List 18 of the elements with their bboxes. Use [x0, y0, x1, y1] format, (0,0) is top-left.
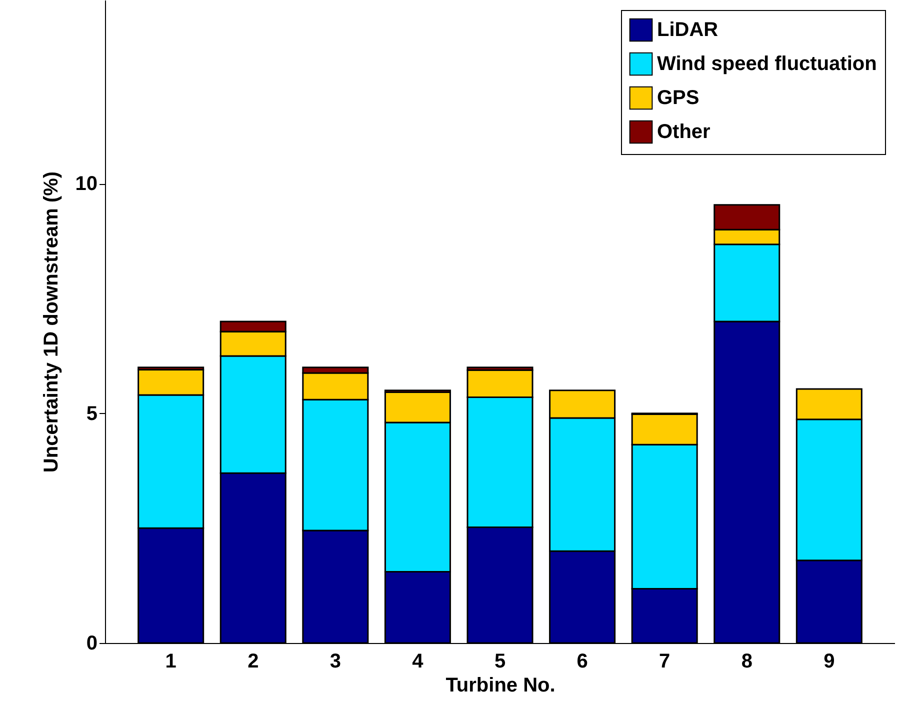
x-tick-label: 6: [576, 650, 588, 672]
x-tick-label: 1: [165, 650, 176, 672]
x-tick-label: 4: [412, 650, 424, 672]
legend-label: Other: [657, 121, 711, 143]
x-tick-label: 9: [824, 650, 835, 672]
y-axis-title: Uncertainty 1D downstream (%): [40, 171, 62, 473]
y-tick-label: 5: [86, 402, 98, 425]
x-tick-label: 8: [741, 650, 752, 672]
y-tick-label: 0: [86, 632, 98, 654]
x-tick-label: 7: [659, 650, 670, 672]
x-tick-label: 3: [330, 650, 341, 672]
x-tick-label: 2: [248, 650, 259, 672]
legend-label: Wind speed fluctuation: [657, 53, 877, 75]
legend-label: GPS: [657, 87, 700, 109]
legend-label: LiDAR: [657, 19, 719, 41]
x-axis-title: Turbine No.: [446, 674, 556, 696]
y-tick-label: 10: [75, 173, 98, 196]
x-tick-label: 5: [494, 650, 506, 672]
